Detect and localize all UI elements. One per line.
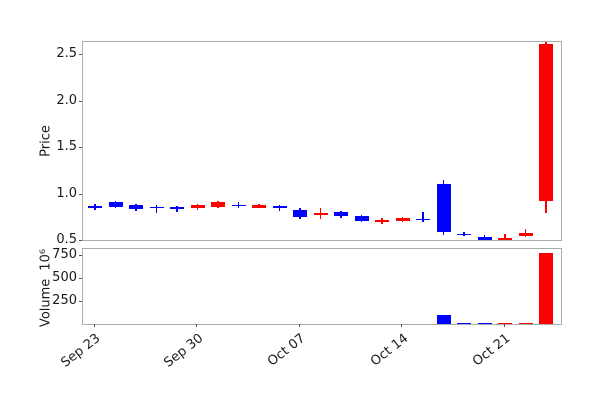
- x-tick-label: Sep 23: [58, 331, 104, 371]
- candle-body: [498, 238, 512, 240]
- price-tick-label: 1.5: [56, 139, 77, 154]
- candle-body: [334, 212, 348, 216]
- x-tick-label: Oct 07: [264, 331, 309, 370]
- x-tick-label: Oct 21: [469, 331, 514, 370]
- candle-body: [518, 232, 533, 237]
- candle-body: [170, 207, 184, 209]
- volume-bar: [539, 252, 553, 324]
- candle-wick: [176, 206, 178, 213]
- candle-body: [354, 215, 369, 221]
- price-tick-label: 2.5: [56, 46, 77, 62]
- candle-body: [395, 218, 410, 222]
- candle-body: [436, 184, 451, 232]
- price-tick-mark: [79, 100, 82, 102]
- x-tick-label: Oct 14: [367, 331, 411, 370]
- candle-wick: [422, 212, 424, 223]
- x-tick-mark: [298, 324, 300, 327]
- candle-body: [149, 206, 164, 209]
- candle-body: [416, 218, 430, 221]
- x-tick-mark: [93, 324, 95, 327]
- price-tick-label: 1.0: [56, 185, 77, 201]
- candle-body: [313, 213, 328, 215]
- volume-bar: [498, 323, 512, 324]
- price-tick-label: 2.0: [56, 92, 77, 108]
- candle-body: [190, 204, 205, 209]
- candle-body: [457, 233, 471, 236]
- x-tick-label: Sep 30: [160, 331, 206, 371]
- volume-bar: [477, 323, 492, 324]
- volume-tick-mark: [79, 278, 82, 280]
- volume-bar: [457, 323, 471, 324]
- candle-body: [252, 204, 266, 208]
- candle-body: [539, 43, 553, 201]
- price-tick-mark: [79, 147, 82, 148]
- x-tick-mark: [196, 324, 197, 327]
- candle-body: [231, 204, 246, 207]
- candle-wick: [155, 204, 158, 214]
- candle-body: [375, 219, 389, 223]
- volume-tick-label: 750: [52, 247, 77, 263]
- price-tick-mark: [79, 193, 82, 195]
- candle-body: [88, 206, 102, 208]
- price-tick-mark: [79, 54, 82, 56]
- price-tick-label: 0.5: [56, 232, 77, 247]
- volume-tick-mark: [79, 255, 82, 257]
- volume-plot-area: [83, 249, 561, 324]
- price-tick-mark: [79, 240, 82, 241]
- volume-bar: [436, 314, 451, 324]
- volume-tick-mark: [79, 301, 82, 303]
- price-panel: [82, 41, 562, 241]
- price-plot-area: [83, 42, 561, 240]
- x-tick-mark: [401, 324, 402, 327]
- candle-body: [211, 201, 225, 207]
- volume-tick-label: 500: [52, 270, 77, 286]
- candle-body: [293, 210, 307, 217]
- candle-body: [129, 204, 143, 210]
- candle-wick: [504, 234, 506, 240]
- candle-body: [477, 237, 492, 240]
- x-tick-mark: [503, 324, 505, 327]
- volume-bar: [518, 323, 533, 324]
- candle-body: [272, 205, 287, 209]
- candle-body: [108, 201, 123, 207]
- volume-tick-label: 250: [52, 293, 77, 309]
- volume-panel: [82, 248, 562, 325]
